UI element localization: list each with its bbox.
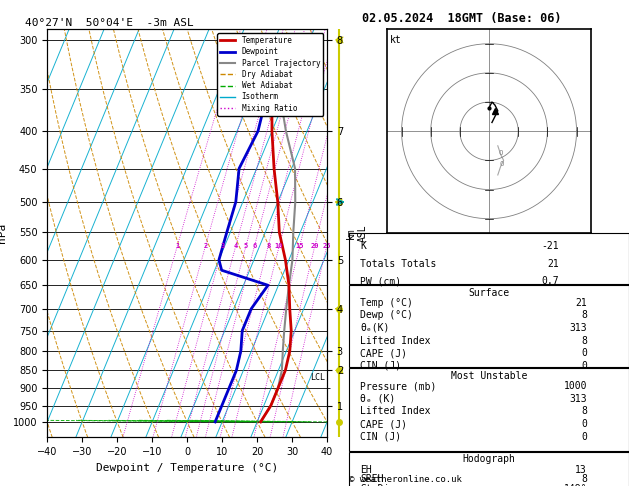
Text: 20: 20 (311, 243, 319, 249)
Text: PW (cm): PW (cm) (360, 276, 401, 286)
Bar (349, 233, 629, 284)
X-axis label: Dewpoint / Temperature (°C): Dewpoint / Temperature (°C) (96, 463, 278, 473)
Text: EH: EH (360, 465, 372, 474)
Text: 0: 0 (581, 432, 587, 442)
Text: 149°: 149° (564, 484, 587, 486)
Text: 0.7: 0.7 (542, 276, 559, 286)
Text: 0: 0 (581, 361, 587, 371)
Text: 0: 0 (500, 161, 504, 167)
Text: 13: 13 (576, 465, 587, 474)
Text: SREH: SREH (360, 474, 384, 484)
Text: Dewp (°C): Dewp (°C) (360, 311, 413, 320)
Text: 10: 10 (275, 243, 284, 249)
Text: 1000: 1000 (564, 381, 587, 391)
Text: Pressure (mb): Pressure (mb) (360, 381, 437, 391)
Text: 40°27'N  50°04'E  -3m ASL: 40°27'N 50°04'E -3m ASL (25, 18, 194, 28)
Text: θₑ(K): θₑ(K) (360, 323, 390, 333)
Text: 1: 1 (175, 243, 179, 249)
Text: 8: 8 (266, 243, 270, 249)
Y-axis label: hPa: hPa (0, 223, 8, 243)
Text: 8: 8 (581, 406, 587, 417)
Text: θₑ (K): θₑ (K) (360, 394, 396, 404)
Text: Most Unstable: Most Unstable (451, 371, 527, 381)
Text: Surface: Surface (469, 288, 509, 297)
Text: 5: 5 (243, 243, 248, 249)
Text: Temp (°C): Temp (°C) (360, 298, 413, 308)
Text: 15: 15 (296, 243, 304, 249)
Text: 8: 8 (581, 474, 587, 484)
Bar (349, 368, 629, 451)
Legend: Temperature, Dewpoint, Parcel Trajectory, Dry Adiabat, Wet Adiabat, Isotherm, Mi: Temperature, Dewpoint, Parcel Trajectory… (217, 33, 323, 116)
Text: CIN (J): CIN (J) (360, 432, 401, 442)
Text: K: K (360, 241, 366, 251)
Text: StmDir: StmDir (360, 484, 396, 486)
Text: kt: kt (390, 35, 402, 45)
Bar (349, 452, 629, 486)
Text: Hodograph: Hodograph (462, 454, 516, 465)
Text: 25: 25 (323, 243, 331, 249)
Text: 0: 0 (498, 150, 503, 156)
Text: 313: 313 (569, 394, 587, 404)
Text: Lifted Index: Lifted Index (360, 406, 431, 417)
Text: Totals Totals: Totals Totals (360, 259, 437, 269)
Text: 21: 21 (547, 259, 559, 269)
Text: © weatheronline.co.uk: © weatheronline.co.uk (349, 474, 462, 484)
Text: LCL: LCL (310, 373, 325, 382)
Text: 8: 8 (581, 311, 587, 320)
Text: 0: 0 (581, 348, 587, 358)
Text: 2: 2 (203, 243, 208, 249)
Y-axis label: km
ASL: km ASL (346, 225, 367, 242)
Text: 4: 4 (233, 243, 238, 249)
Text: 3: 3 (221, 243, 225, 249)
Text: -21: -21 (542, 241, 559, 251)
Text: 313: 313 (569, 323, 587, 333)
Bar (349, 285, 629, 367)
Text: CAPE (J): CAPE (J) (360, 419, 408, 429)
Text: Lifted Index: Lifted Index (360, 336, 431, 346)
Text: CAPE (J): CAPE (J) (360, 348, 408, 358)
Text: CIN (J): CIN (J) (360, 361, 401, 371)
Text: 6: 6 (252, 243, 257, 249)
Text: 0: 0 (581, 419, 587, 429)
Text: 02.05.2024  18GMT (Base: 06): 02.05.2024 18GMT (Base: 06) (362, 12, 561, 25)
Text: 21: 21 (576, 298, 587, 308)
Text: 8: 8 (581, 336, 587, 346)
